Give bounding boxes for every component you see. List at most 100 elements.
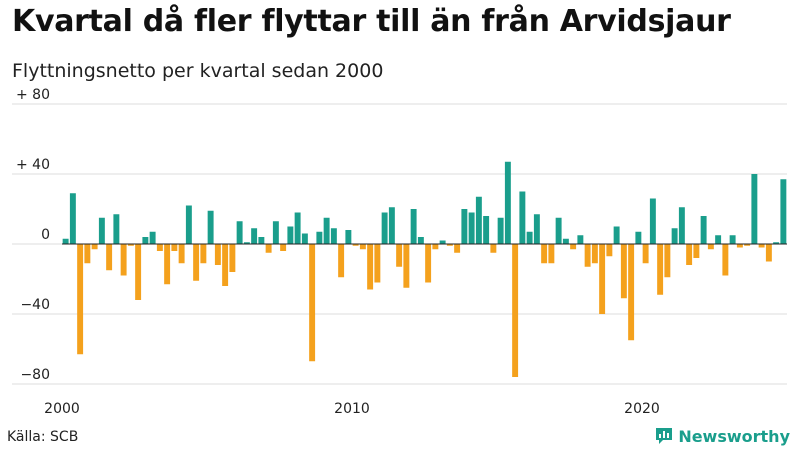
bar (323, 217, 330, 244)
bar (113, 214, 120, 244)
bar (454, 244, 461, 253)
bar (69, 193, 76, 244)
bar (490, 244, 497, 253)
bar (671, 228, 678, 244)
brand-name: Newsworthy (678, 426, 790, 446)
bar (381, 212, 388, 244)
bar (591, 244, 598, 264)
bar (722, 244, 729, 276)
newsworthy-logo-icon (656, 428, 673, 444)
x-tick-label: 2020 (624, 401, 660, 417)
bar (439, 240, 446, 244)
brand-logo[interactable]: Newsworthy (654, 426, 790, 446)
bar (715, 235, 722, 244)
bar (446, 244, 453, 246)
bar (214, 244, 221, 265)
bar (294, 212, 301, 244)
bar (200, 244, 207, 264)
page-subtitle: Flyttningsnetto per kvartal sedan 2000 (12, 60, 384, 82)
bar (164, 244, 171, 285)
bar (620, 244, 627, 299)
bar (635, 231, 642, 244)
bar (142, 237, 149, 244)
bar (374, 244, 381, 283)
bar (98, 217, 105, 244)
bar (664, 244, 671, 278)
bar (287, 226, 294, 244)
bar (417, 237, 424, 244)
bar (649, 198, 656, 244)
y-tick-label: 0 (41, 227, 50, 243)
x-axis-labels: 2000 2010 2020 (44, 401, 660, 417)
bar (316, 231, 323, 244)
bar (497, 217, 504, 244)
x-tick-label: 2000 (44, 401, 80, 417)
bar (185, 205, 192, 244)
x-tick-label: 2010 (334, 401, 370, 417)
bar (526, 231, 533, 244)
bar (410, 209, 417, 244)
page-title: Kvartal då fler flyttar till än från Arv… (12, 4, 731, 39)
bar (461, 209, 468, 244)
bar (729, 235, 736, 244)
bar (678, 207, 685, 244)
bar (599, 244, 606, 314)
bar (62, 238, 69, 244)
bar (222, 244, 229, 286)
bar (512, 244, 519, 377)
bar (606, 244, 613, 257)
bar (280, 244, 287, 251)
bar (135, 244, 142, 300)
bar (475, 196, 482, 244)
bar (468, 212, 475, 244)
bar (773, 242, 780, 244)
bar (686, 244, 693, 265)
bar (171, 244, 178, 251)
bar (707, 244, 714, 250)
source-label: Källa: SCB (7, 429, 79, 445)
bar (251, 228, 258, 244)
bar (628, 244, 635, 341)
y-axis-labels: + 80 + 40 0 −40 −80 (16, 87, 50, 383)
bar (330, 228, 337, 244)
bar (693, 244, 700, 258)
bar (744, 244, 751, 246)
bar (120, 244, 127, 276)
bar (243, 242, 250, 244)
bar (345, 230, 352, 244)
bar (758, 244, 765, 248)
bar (577, 235, 584, 244)
bar (562, 238, 569, 244)
bars (62, 161, 787, 377)
bar (613, 226, 620, 244)
bar (229, 244, 236, 272)
bar (504, 161, 511, 244)
bar (127, 244, 134, 246)
bar (570, 244, 577, 250)
bar (309, 244, 316, 362)
bar (780, 179, 787, 244)
bar (359, 244, 366, 250)
bar (178, 244, 185, 264)
bar (207, 210, 214, 244)
bar (403, 244, 410, 288)
y-tick-label: −80 (20, 367, 50, 383)
bar (106, 244, 113, 271)
bar (84, 244, 91, 264)
bar (541, 244, 548, 264)
bar (700, 216, 707, 244)
bar (533, 214, 540, 244)
bar (193, 244, 200, 281)
bar (548, 244, 555, 264)
y-tick-label: −40 (20, 297, 50, 313)
bar (352, 244, 359, 246)
bar (388, 207, 395, 244)
bar (265, 244, 272, 253)
bar (584, 244, 591, 267)
bar (751, 174, 758, 244)
bar (258, 237, 265, 244)
grid-lines (12, 103, 787, 385)
bar (338, 244, 345, 278)
bar (657, 244, 664, 295)
